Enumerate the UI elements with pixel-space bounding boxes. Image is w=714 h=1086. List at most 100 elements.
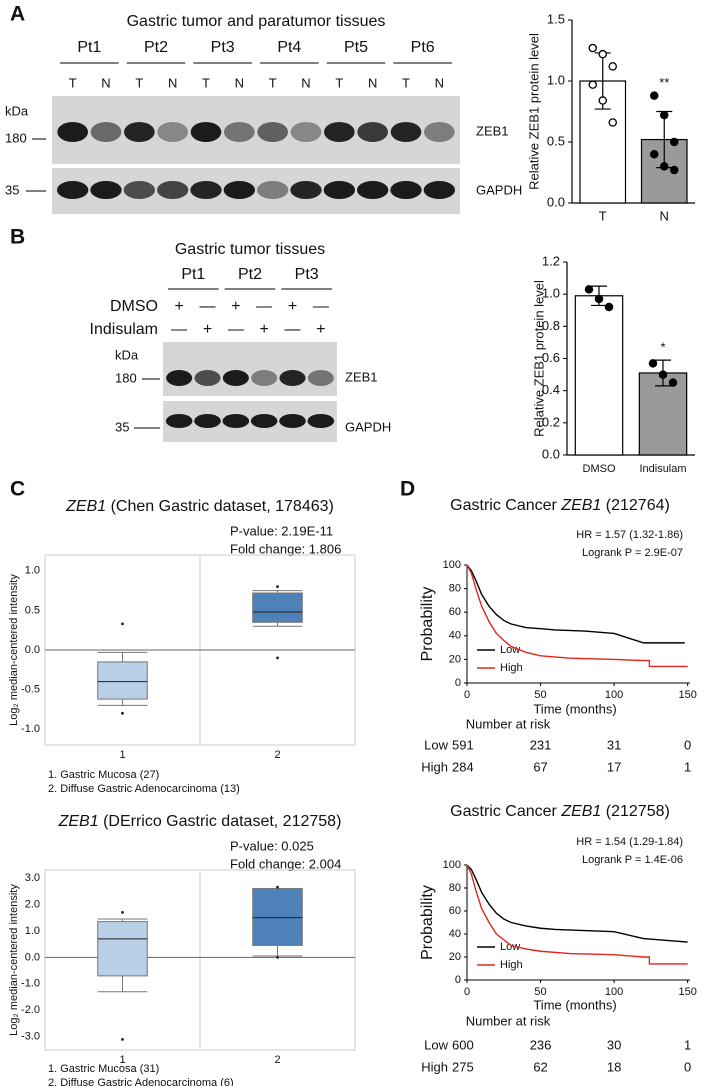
treatment-sign: — bbox=[200, 298, 216, 315]
title-gene: ZEB1 bbox=[58, 813, 99, 830]
legend-text: High bbox=[500, 959, 523, 971]
y-tick-label: 0 bbox=[455, 974, 461, 986]
risk-value: 591 bbox=[452, 737, 474, 752]
title-gene: ZEB1 bbox=[560, 803, 601, 820]
data-point bbox=[608, 62, 618, 71]
risk-value: 600 bbox=[452, 1037, 474, 1052]
legend-text: 2. Diffuse Gastric Adenocarcinoma (13) bbox=[48, 783, 240, 795]
blot-zeb1 bbox=[163, 342, 337, 396]
x-tick-label: 100 bbox=[605, 986, 623, 998]
data-point bbox=[658, 370, 668, 379]
title-text: (212764) bbox=[601, 497, 670, 514]
y-tick-label: 0.0 bbox=[25, 951, 40, 963]
y-tick-label: -2.0 bbox=[21, 1004, 40, 1016]
title-text: (Chen Gastric dataset, 178463) bbox=[106, 498, 334, 515]
legend-text: High bbox=[500, 662, 523, 674]
survival-curve bbox=[466, 564, 685, 644]
x-tick-label: 50 bbox=[534, 689, 546, 701]
band bbox=[290, 181, 322, 199]
outlier bbox=[121, 622, 124, 626]
lane-label: T bbox=[269, 75, 277, 90]
treatment-sign: + bbox=[231, 298, 240, 315]
risk-value: 30 bbox=[607, 1037, 621, 1052]
x-tick-label: 2 bbox=[274, 749, 280, 761]
band bbox=[165, 414, 193, 428]
patient-label: Pt4 bbox=[277, 39, 301, 56]
y-tick-label: 60 bbox=[449, 606, 461, 618]
risk-value: 67 bbox=[533, 759, 547, 774]
blot-title: Gastric tumor and paratumor tissues bbox=[127, 13, 386, 30]
risk-value: 0 bbox=[684, 737, 691, 752]
data-point bbox=[660, 162, 669, 171]
box bbox=[97, 921, 148, 977]
lane-label: T bbox=[335, 75, 343, 90]
band bbox=[123, 122, 155, 142]
band bbox=[279, 414, 306, 428]
y-tick-label: 0.6 bbox=[542, 350, 560, 365]
stat-label: P-value: 2.19E-11 bbox=[230, 523, 333, 538]
y-axis-label: Log₂ median-centered intensity bbox=[8, 574, 20, 726]
x-tick-label: T bbox=[599, 208, 607, 223]
survival-curve bbox=[466, 864, 688, 943]
risk-value: 1 bbox=[684, 1037, 691, 1052]
y-tick-label: 0.0 bbox=[25, 644, 40, 656]
band bbox=[257, 181, 289, 199]
risk-value: 17 bbox=[607, 759, 621, 774]
band bbox=[56, 181, 89, 199]
treatment-sign: — bbox=[313, 298, 329, 315]
y-tick-label: 1.2 bbox=[542, 253, 560, 268]
outlier bbox=[121, 711, 124, 715]
risk-row-label: Low bbox=[424, 1037, 448, 1052]
risk-row-label: High bbox=[421, 759, 448, 774]
band bbox=[157, 122, 189, 142]
band bbox=[166, 370, 193, 386]
data-point bbox=[608, 118, 618, 127]
lane-label: N bbox=[235, 75, 244, 90]
legend-text: Low bbox=[500, 941, 520, 953]
y-tick-label: 0.5 bbox=[547, 133, 565, 148]
y-tick-label: 20 bbox=[449, 653, 461, 665]
significance-label: ** bbox=[659, 75, 669, 90]
treatment-label: Indisulam bbox=[90, 321, 158, 338]
band bbox=[251, 370, 278, 386]
marker-label: 180 bbox=[5, 130, 27, 145]
band bbox=[223, 181, 255, 199]
x-tick-label: 0 bbox=[464, 986, 470, 998]
chart-title: Gastric Cancer ZEB1 (212758) bbox=[450, 803, 670, 820]
y-tick-label: -3.0 bbox=[21, 1031, 40, 1043]
band bbox=[424, 122, 455, 142]
treatment-sign: — bbox=[285, 321, 301, 338]
x-tick-label: 2 bbox=[274, 1054, 280, 1066]
x-tick-label: 1 bbox=[119, 749, 125, 761]
lane-label: N bbox=[435, 75, 444, 90]
y-tick-label: 0.0 bbox=[547, 194, 565, 209]
band bbox=[423, 181, 456, 199]
x-tick-label: 1 bbox=[119, 1054, 125, 1066]
band bbox=[290, 122, 322, 142]
band bbox=[257, 122, 288, 142]
data-point bbox=[670, 137, 679, 147]
treatment-label: DMSO bbox=[110, 298, 158, 315]
y-tick-label: -1.0 bbox=[21, 978, 40, 990]
band bbox=[190, 122, 222, 142]
significance-label: * bbox=[660, 340, 665, 355]
survival-curve bbox=[466, 564, 688, 668]
y-tick-label: 1.0 bbox=[25, 565, 40, 577]
y-tick-label: -1.0 bbox=[21, 723, 40, 735]
risk-row-label: High bbox=[421, 1059, 448, 1074]
patient-label: Pt1 bbox=[181, 266, 205, 283]
title-text: Gastric Cancer bbox=[450, 803, 561, 820]
y-axis-label: Relative ZEB1 protein level bbox=[531, 280, 546, 437]
panel-label: C bbox=[10, 478, 25, 501]
band bbox=[57, 122, 88, 142]
x-tick-label: N bbox=[660, 208, 669, 223]
y-tick-label: 0 bbox=[455, 677, 461, 689]
band bbox=[307, 414, 335, 428]
treatment-sign: — bbox=[171, 321, 187, 338]
outlier bbox=[121, 910, 124, 914]
band bbox=[222, 414, 250, 428]
band bbox=[279, 370, 306, 386]
x-tick-label: 150 bbox=[678, 986, 696, 998]
risk-value: 275 bbox=[452, 1059, 474, 1074]
